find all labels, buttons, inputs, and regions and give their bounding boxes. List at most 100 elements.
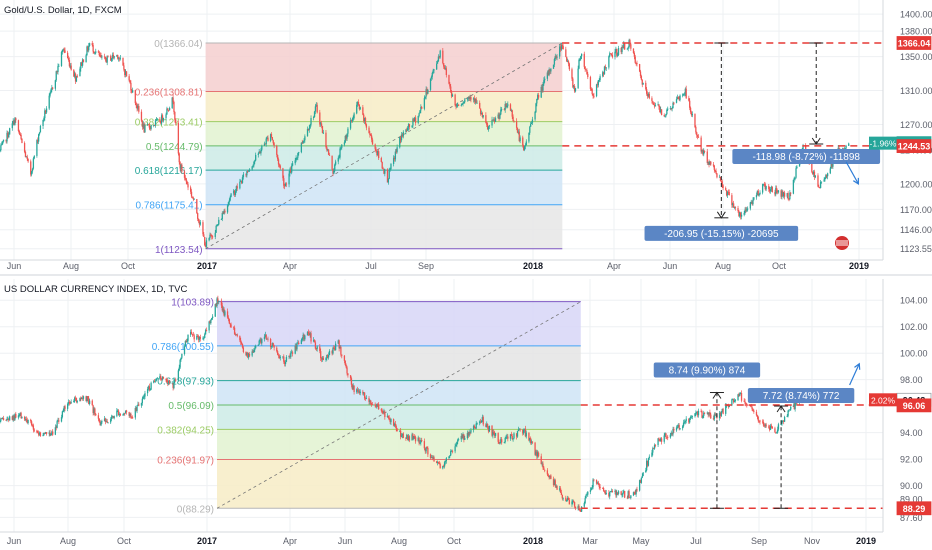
candle-body [780, 424, 782, 425]
fib-level-label: 0.382(94.25) [157, 425, 214, 436]
candle-body [38, 432, 40, 435]
candle-body [138, 404, 140, 406]
candle-body [696, 411, 699, 416]
candle-body [739, 212, 741, 217]
candle-body [38, 134, 40, 142]
candle-body [414, 437, 417, 442]
candle-body [715, 414, 717, 416]
fib-level-label: 0(88.29) [177, 504, 214, 515]
candle-body [309, 333, 311, 336]
candle-body [627, 47, 629, 49]
candle-body [696, 135, 699, 137]
candle-body [331, 155, 333, 170]
candle-body [173, 380, 175, 388]
candle-body [614, 490, 616, 493]
fib-level-label: 0.786(100.55) [152, 342, 214, 353]
fib-zone [217, 459, 581, 509]
candle-body [113, 56, 115, 58]
candle-body [321, 126, 324, 133]
candle-body [401, 134, 404, 137]
candle-body [493, 432, 495, 434]
candle-body [92, 45, 94, 52]
time-axis-tick-label: Oct [117, 536, 132, 546]
candle-body [183, 171, 186, 178]
candle-body [80, 62, 82, 69]
candle-body [88, 43, 91, 46]
candle-body [254, 160, 256, 163]
measure-label-box [732, 149, 881, 164]
candle-body [387, 415, 389, 418]
candle-body [247, 353, 250, 358]
candle-body [451, 450, 454, 452]
price-axis-tick-label: 104.00 [900, 296, 928, 306]
candle-body [755, 411, 758, 416]
candle-body [343, 355, 346, 361]
candle-body [708, 412, 710, 415]
candle-body [423, 98, 426, 109]
candle-body [215, 225, 217, 233]
candle-body [359, 391, 361, 394]
candle-body [762, 183, 765, 185]
candle-body [215, 304, 217, 307]
candle-body [519, 429, 521, 431]
candle-body [79, 68, 81, 77]
candle-body [230, 324, 232, 328]
candle-body [712, 164, 715, 166]
candle-body [204, 334, 206, 339]
candle-body [8, 134, 10, 138]
fib-level-label: 0.236(1308.81) [135, 88, 203, 99]
candle-body [261, 339, 263, 344]
candle-body [247, 171, 249, 172]
candle-body [26, 156, 28, 159]
candle-body [52, 431, 54, 435]
candle-body [544, 469, 546, 471]
candle-body [265, 334, 267, 340]
candle-body [554, 480, 556, 487]
candle-body [87, 46, 89, 51]
candle-body [321, 357, 324, 360]
candle-body [611, 491, 614, 493]
candle-body [783, 192, 786, 197]
candle-body [171, 382, 173, 384]
candle-body [36, 430, 38, 433]
candle-body [749, 405, 751, 407]
candle-body [387, 178, 389, 183]
candle-body [51, 87, 53, 90]
candle-body [703, 151, 705, 155]
candle-body [467, 97, 469, 99]
candle-body [651, 98, 653, 101]
candle-body [278, 164, 281, 166]
candle-body [482, 417, 484, 425]
candle-body [20, 134, 22, 139]
candle-body [764, 424, 766, 426]
candle-body [473, 98, 476, 102]
candle-body [617, 54, 619, 56]
time-axis-tick-label: Jul [365, 261, 377, 271]
candle-body [259, 151, 261, 154]
candle-body [758, 420, 760, 422]
candle-body [460, 104, 462, 106]
candle-body [611, 55, 614, 58]
candle-body [450, 86, 452, 93]
candle-body [720, 180, 722, 182]
candle-body [247, 170, 250, 172]
candle-body [578, 59, 580, 69]
candle-body [405, 437, 407, 439]
candle-body [31, 168, 34, 172]
candle-body [583, 53, 585, 67]
candle-body [672, 428, 674, 435]
candle-body [682, 426, 684, 429]
candle-body [494, 119, 496, 122]
candle-body [499, 114, 501, 119]
candle-body [494, 118, 497, 122]
candle-body [617, 48, 620, 55]
candle-body [314, 106, 317, 112]
price-tag-label: 1244.53 [898, 142, 931, 152]
candle-body [566, 61, 569, 62]
candle-body [472, 98, 475, 100]
candle-body [604, 491, 607, 495]
candle-body [270, 346, 273, 348]
candle-body [6, 419, 8, 421]
candle-body [42, 435, 44, 436]
candle-body [597, 482, 599, 485]
